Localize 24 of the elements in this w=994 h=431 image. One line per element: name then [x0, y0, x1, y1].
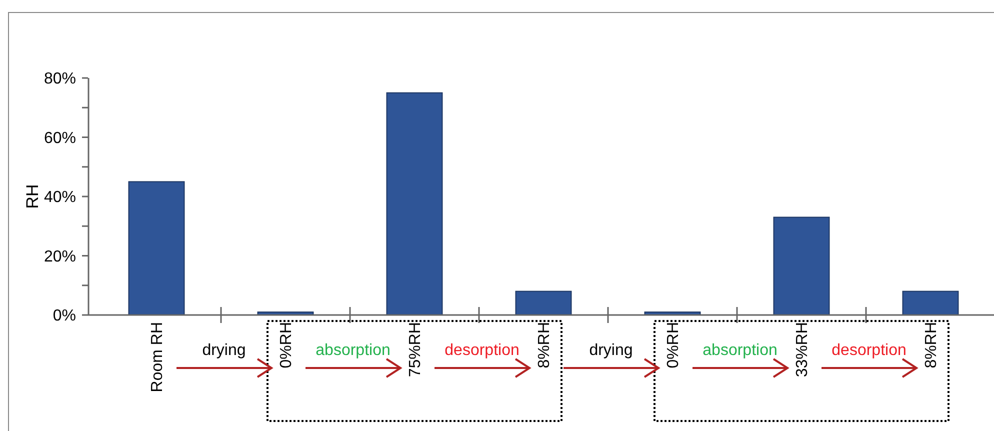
text: absorption: [316, 342, 390, 359]
x-tick-label: 75%RH: [407, 322, 424, 378]
x-tick-label: Room RH: [149, 322, 166, 392]
x-tick-label: 8%RH: [923, 322, 940, 368]
bar: [515, 290, 572, 316]
bar: [902, 290, 959, 316]
y-tick-label: 40%: [44, 189, 76, 206]
y-tick-label: 0%: [52, 308, 76, 325]
text: absorption: [702, 342, 778, 359]
y-tick-label: 80%: [44, 70, 76, 88]
text: drying: [589, 342, 633, 359]
x-tick-label: 0%RH: [278, 322, 296, 368]
x-tick-label: 0%RH: [665, 322, 682, 368]
text: desorption: [832, 342, 906, 359]
bar: [386, 92, 443, 316]
y-axis-title: RH: [23, 184, 42, 209]
text: desorption: [444, 342, 520, 359]
text: drying: [202, 342, 246, 359]
y-tick-label: 60%: [44, 130, 76, 147]
x-tick-label: 33%RH: [794, 322, 812, 378]
bar: [773, 216, 830, 316]
x-tick-label: 8%RH: [536, 322, 554, 368]
y-tick-label: 20%: [44, 248, 76, 266]
bar: [128, 181, 185, 316]
